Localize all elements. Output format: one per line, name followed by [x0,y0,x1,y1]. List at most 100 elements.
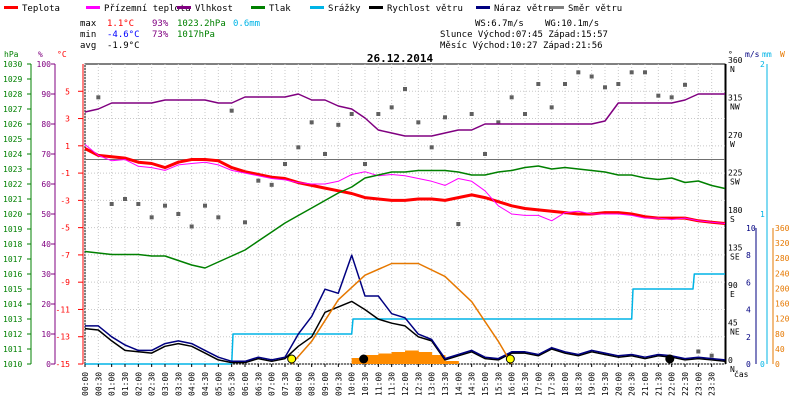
x-tick-label: 21:00 [641,372,650,396]
max-press: 1023.2hPa [177,19,226,29]
pressure-tick-label: 1026 [3,120,22,129]
wm2-unit: W [780,50,785,59]
stats-panel: max 1.1°C 93% 1023.2hPa 0.6mm min -4.6°C… [80,19,608,51]
pressure-tick-label: 1019 [3,225,22,234]
wind-direction-point [376,112,381,116]
pressure-tick-label: 1012 [3,330,22,339]
solar-radiation-line [291,262,513,365]
pressure-line [84,165,726,269]
wind-direction-point [389,105,394,110]
pressure-tick-label: 1013 [3,315,22,324]
temperature-tick-label: -9 [60,278,70,287]
direction-tick-label: 315 [728,94,743,103]
wind-speed-line [84,300,726,364]
humidity-tick-label: 0 [46,360,51,369]
solar-tick-label: 280 [775,254,790,263]
wind-direction-point [509,95,514,100]
pressure-tick-label: 1025 [3,135,22,144]
wind-direction-point [336,122,341,127]
x-tick-label: 01:30 [121,372,130,396]
pressure-tick-label: 1028 [3,90,22,99]
wind-direction-point [296,145,301,150]
wind-direction-point [656,93,661,98]
min-label: min [80,30,96,40]
wind-direction-point [536,82,541,86]
wind-direction-point [109,202,114,206]
x-tick-label: 00:00 [81,372,90,396]
pressure-tick-label: 1027 [3,105,22,114]
x-tick-label: 23:30 [708,372,717,396]
legend-swatch [550,6,564,9]
chart-series [84,70,726,365]
temperature-line [84,147,726,225]
humidity-tick-label: 90 [41,90,51,99]
wind-direction-point [616,82,621,86]
x-tick-label: 10:00 [348,372,357,396]
wind-direction-point [269,182,274,187]
avg-temp: -1.9°C [107,41,140,51]
temperature-tick-label: -7 [60,251,70,260]
wind-tick-label: 0 [746,360,751,369]
direction-tick-label: 135 [728,244,743,253]
x-tick-label: 20:00 [614,372,623,396]
x-tick-label: 02:30 [148,372,157,396]
direction-tick-label: 360 [728,56,743,65]
x-tick-label: 13:00 [428,372,437,396]
temperature-tick-label: -15 [56,360,71,369]
x-tick-label: 22:30 [681,372,690,396]
direction-tick-label: 90 [728,281,738,290]
max-temp: 1.1°C [107,19,134,29]
rain-intensity-bar [391,352,406,364]
direction-tick-label: 180 [728,206,743,215]
wind-direction-point [309,120,314,125]
x-tick-label: 07:00 [268,372,277,396]
wind-direction-point [589,74,594,79]
pressure-tick-label: 1017 [3,255,22,264]
wind-direction-point [256,178,261,183]
wind-direction-point [163,203,167,208]
max-label: max [80,19,97,29]
wind-direction-point [149,215,154,220]
wind-tick-label: 8 [746,251,751,260]
right-axes: ° m/s mm W0N45NE90E135SE180S225SW270W315NW3… [725,50,790,374]
min-press: 1017hPa [177,30,215,40]
wind-direction-point [683,82,687,87]
rain-intensity-bar [445,361,459,364]
humidity-tick-label: 10 [41,330,51,339]
wind-direction-point [629,70,634,75]
wind-direction-point [669,95,674,100]
wind-tick-label: 2 [746,333,751,342]
pressure-tick-label: 1014 [3,300,22,309]
temperature-tick-label: -13 [56,333,71,342]
x-tick-label: 02:00 [134,372,143,396]
temperature-tick-label: -5 [60,224,70,233]
legend-label: Vlhkost [195,4,233,14]
sun-times: Slunce Východ:07:45 Západ:15:57 [440,30,608,40]
x-tick-label: 08:30 [308,372,317,396]
x-tick-label: 12:30 [414,372,423,396]
moon-times: Měsíc Východ:10:27 Západ:21:56 [440,41,603,51]
temperature-tick-label: 1 [65,142,70,151]
wind-direction-point [323,152,327,156]
pressure-tick-label: 1030 [3,60,22,69]
x-tick-label: 03:00 [161,372,170,396]
humidity-tick-label: 40 [41,240,51,249]
x-tick-label: 09:30 [334,372,343,396]
wind-direction-point [216,215,221,220]
temperature-tick-label: 5 [65,87,70,96]
temperature-tick-label: -1 [60,169,70,178]
x-tick-label: 18:30 [574,372,583,396]
pressure-tick-label: 1021 [3,195,22,204]
rain-intensity-bar [431,355,446,364]
solar-tick-label: 120 [775,315,790,324]
legend-label: Směr větru [568,4,622,14]
pressure-tick-label: 1018 [3,240,22,249]
humidity-tick-label: 20 [41,300,51,309]
wind-direction-point [603,85,607,90]
pct-unit: % [38,50,43,59]
wind-direction-point [403,87,407,91]
rain-line [85,273,725,365]
x-tick-label: 07:30 [281,372,290,396]
wind-gust-line [85,254,726,363]
